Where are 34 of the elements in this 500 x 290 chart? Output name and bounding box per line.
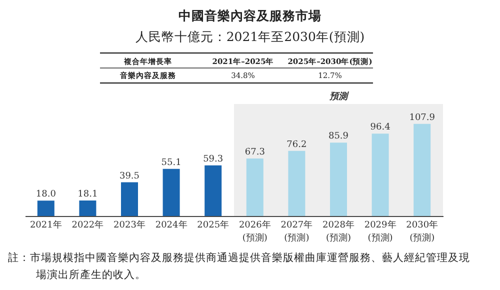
data-label: 39.5 xyxy=(119,171,140,182)
x-tick-label: 2021年 xyxy=(30,220,62,230)
x-tick-label: 2026年 (預測) xyxy=(238,220,271,244)
bar xyxy=(79,200,96,216)
bar xyxy=(330,142,347,216)
band-label: 預測 xyxy=(330,91,350,102)
chart-title: 中國音樂內容及服務市場 xyxy=(178,8,322,23)
bar xyxy=(37,200,54,216)
data-label: 18.0 xyxy=(36,190,56,200)
x-tick-label: 2025年 xyxy=(197,220,230,230)
x-tick-label: 2024年 xyxy=(155,220,188,230)
x-tick-label: 2028年 (預測) xyxy=(322,220,354,244)
chart-subtitle: 人民幣十億元：2021年至2030年(預測) xyxy=(135,29,365,44)
bar xyxy=(414,124,431,216)
data-label: 76.2 xyxy=(286,140,307,150)
bar xyxy=(204,165,222,216)
data-label: 67.3 xyxy=(244,148,266,158)
x-tick-label: 2029年 (預測) xyxy=(364,220,396,244)
data-label: 107.9 xyxy=(409,112,436,123)
bar xyxy=(372,134,389,216)
data-label: 18.1 xyxy=(78,190,98,200)
x-tick-label: 2027年 (預測) xyxy=(280,220,313,244)
x-tick-label: 2022年 xyxy=(72,220,104,230)
bar xyxy=(246,158,264,216)
bar xyxy=(288,150,306,216)
data-label: 85.9 xyxy=(328,132,349,142)
text: 註：市場規模指中國音樂內容及服務提供商通過提供音樂版權曲庫運營服務、藝人經紀管理及現場演出所產生的收入。 xyxy=(8,251,470,281)
x-tick-label: 2023年 xyxy=(114,220,146,230)
data-label: 55.1 xyxy=(161,158,182,168)
bar xyxy=(121,182,138,216)
data-label: 59.3 xyxy=(203,154,224,164)
data-label: 96.4 xyxy=(370,122,391,133)
x-tick-label: 2030年 (預測) xyxy=(406,220,438,244)
bar xyxy=(162,168,180,216)
